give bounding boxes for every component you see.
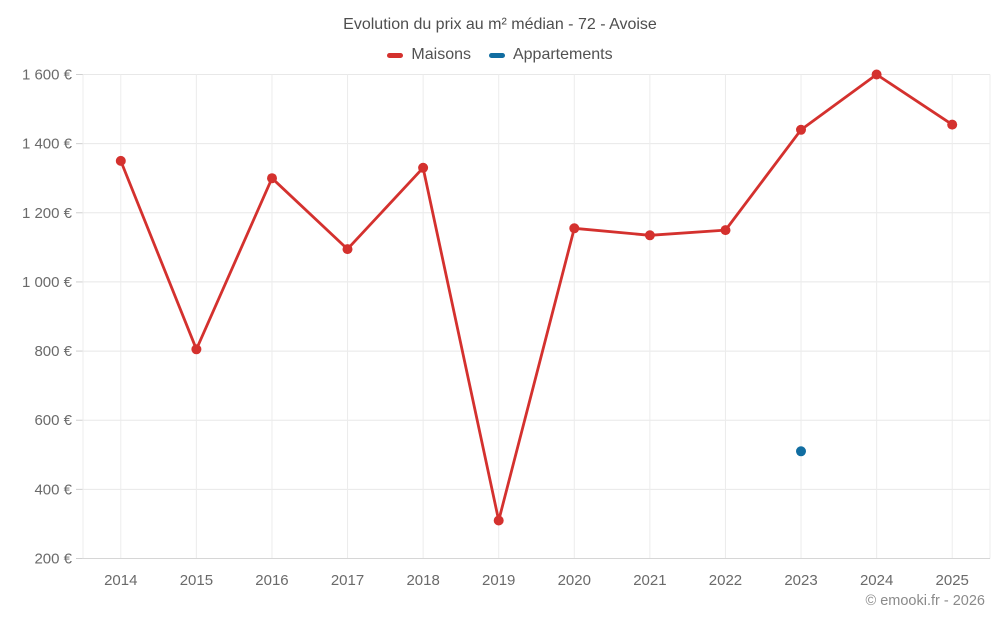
series-line-maisons [119,73,954,522]
legend-label-appartements: Appartements [512,46,613,63]
data-point-maisons-2018[interactable] [418,162,429,173]
y-axis-label: 200 € [34,551,72,568]
y-axis-label: 800 € [34,343,72,360]
x-axis-label: 2024 [860,572,893,589]
data-point-maisons-2023[interactable] [796,124,806,135]
y-axis-label: 600 € [34,412,72,429]
data-point-maisons-2022[interactable] [720,225,731,236]
x-axis-label: 2016 [255,572,288,589]
x-axis-label: 2019 [482,572,515,589]
data-point-maisons-2014[interactable] [115,155,126,166]
legend-label-maisons: Maisons [411,46,471,63]
x-axis-label: 2020 [558,572,591,589]
data-point-maisons-2020[interactable] [569,223,580,234]
y-axis-label: 1 200 € [22,205,73,222]
x-axis-label: 2025 [936,572,969,589]
data-point-maisons-2021[interactable] [644,230,655,241]
legend-item-maisons[interactable]: Maisons [387,46,471,64]
x-axis-label: 2014 [104,572,137,589]
data-point-appartements-2023[interactable] [796,446,806,457]
y-axis-label: 1 400 € [22,136,73,153]
data-point-maisons-2025[interactable] [947,119,958,130]
data-point-maisons-2015[interactable] [191,344,202,355]
x-axis-label: 2018 [406,572,439,589]
data-point-maisons-2017[interactable] [342,244,353,255]
legend-item-appartements[interactable]: Appartements [488,46,613,64]
x-axis-label: 2017 [331,572,364,589]
y-axis-label: 1 600 € [22,67,73,84]
legend-swatch-appartements [488,52,505,58]
data-point-maisons-2024[interactable] [871,69,882,80]
chart-title: Evolution du prix au m² médian - 72 - Av… [343,16,657,33]
x-axis-label: 2021 [633,572,666,589]
chart-legend: Maisons Appartements [0,46,1000,64]
y-axis-label: 400 € [34,481,72,498]
x-axis-label: 2023 [784,572,817,589]
data-point-maisons-2019[interactable] [493,515,504,526]
x-axis-label: 2022 [709,572,742,589]
x-axis-label: 2015 [180,572,213,589]
y-axis-label: 1 000 € [22,274,73,291]
chart-footer-credit: © emooki.fr - 2026 [865,593,985,609]
legend-swatch-maisons [387,52,404,58]
data-point-maisons-2016[interactable] [267,173,277,184]
